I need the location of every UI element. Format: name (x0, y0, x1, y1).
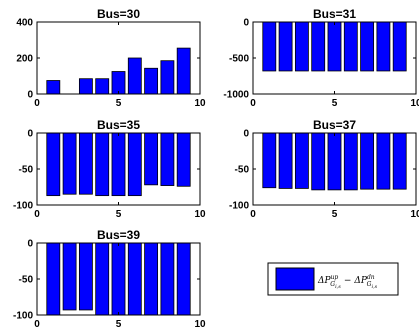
legend-sup-up: up (331, 274, 339, 281)
bar (62, 242, 77, 311)
bar (343, 21, 358, 72)
legend-minus: − (344, 276, 352, 286)
x-tick-label: 5 (332, 98, 338, 109)
bar (311, 21, 326, 72)
x-tick-label: 0 (250, 98, 256, 109)
bar (160, 60, 175, 95)
x-tick-label: 10 (410, 98, 419, 109)
x-tick-label: 5 (116, 98, 122, 109)
y-tick-label: -1000 (223, 90, 249, 101)
x-tick-label: 5 (116, 209, 122, 220)
bar (78, 242, 93, 311)
bar (144, 67, 159, 95)
bar (278, 21, 293, 72)
x-tick-label: 0 (34, 319, 40, 330)
legend-subsub-1: i,s (335, 284, 341, 290)
bar (160, 242, 175, 316)
x-tick-label: 0 (34, 209, 40, 220)
legend-sub-g-1: G (330, 281, 335, 288)
subplot-2: 0 5 10 -1000 -500 0 Bus=31 (223, 7, 419, 109)
x-tick-label: 10 (194, 209, 206, 220)
subplot-title: Bus=35 (97, 118, 140, 132)
bar (95, 132, 110, 197)
bar (78, 132, 93, 195)
bar (78, 78, 93, 95)
bar (262, 21, 277, 72)
y-tick-label: -50 (235, 165, 250, 176)
bar (46, 242, 61, 316)
x-tick-label: 0 (250, 209, 256, 220)
bar (127, 132, 142, 197)
x-tick-label: 10 (194, 319, 206, 330)
bar (278, 132, 293, 189)
subplot-4: 0 5 10 -100 -50 0 Bus=37 (229, 118, 419, 220)
bar (95, 78, 110, 95)
bar (360, 132, 375, 190)
bar (294, 132, 309, 189)
subplot-title: Bus=31 (313, 7, 356, 21)
y-tick-label: -100 (229, 201, 249, 212)
y-tick-label: 0 (27, 239, 33, 250)
bar (376, 21, 391, 72)
legend-sup-dn: dn (367, 274, 375, 281)
x-tick-label: 5 (332, 209, 338, 220)
bar (111, 242, 126, 316)
bar (392, 21, 407, 72)
subplot-3: 0 5 10 -100 -50 0 Bus=35 (13, 118, 206, 220)
bar (62, 132, 77, 195)
bar (127, 242, 142, 316)
y-tick-label: 400 (16, 18, 33, 29)
x-tick-label: 10 (410, 209, 419, 220)
bar (311, 132, 326, 191)
legend-label: ΔPup Gi,s− ΔPdn Gi,s (317, 274, 378, 290)
bar (46, 132, 61, 197)
legend-sub-g-2: G (367, 281, 372, 288)
bar (111, 132, 126, 197)
legend: ΔPup Gi,s− ΔPdn Gi,s (267, 262, 399, 296)
x-tick-label: 10 (194, 98, 206, 109)
bar (127, 57, 142, 95)
subplot-title: Bus=39 (97, 228, 140, 242)
bar (160, 132, 175, 186)
bar (262, 132, 277, 189)
x-tick-label: 5 (116, 319, 122, 330)
x-tick-label: 0 (34, 98, 40, 109)
bar (360, 21, 375, 72)
legend-subsub-2: i,s (371, 284, 377, 290)
y-tick-label: -100 (13, 311, 33, 322)
bar (144, 242, 159, 316)
y-tick-label: 200 (16, 54, 33, 65)
bar (111, 71, 126, 95)
subplot-1: 0 5 10 0 200 400 Bus=30 (16, 7, 206, 109)
bar (95, 242, 110, 316)
bar (376, 132, 391, 190)
bar (46, 80, 61, 95)
bar (176, 242, 191, 316)
bar (176, 132, 191, 187)
bar (327, 132, 342, 191)
y-tick-label: 0 (27, 129, 33, 140)
y-tick-label: -500 (229, 54, 249, 65)
y-tick-label: 0 (243, 18, 249, 29)
subplot-title: Bus=30 (97, 7, 140, 21)
subplot-title: Bus=37 (313, 118, 356, 132)
bar (343, 132, 358, 191)
subplot-5: 0 5 10 -100 -50 0 Bus=39 (13, 228, 206, 330)
y-tick-label: -50 (19, 165, 34, 176)
bar (392, 132, 407, 190)
bar (294, 21, 309, 72)
y-tick-label: 0 (27, 90, 33, 101)
y-tick-label: 0 (243, 129, 249, 140)
bar (144, 132, 159, 186)
legend-swatch (275, 267, 315, 291)
y-tick-label: -100 (13, 201, 33, 212)
y-tick-label: -50 (19, 275, 34, 286)
legend-delta-p-2: ΔP (353, 276, 367, 286)
bar (327, 21, 342, 72)
legend-delta-p-1: ΔP (317, 276, 331, 286)
bar (176, 47, 191, 95)
